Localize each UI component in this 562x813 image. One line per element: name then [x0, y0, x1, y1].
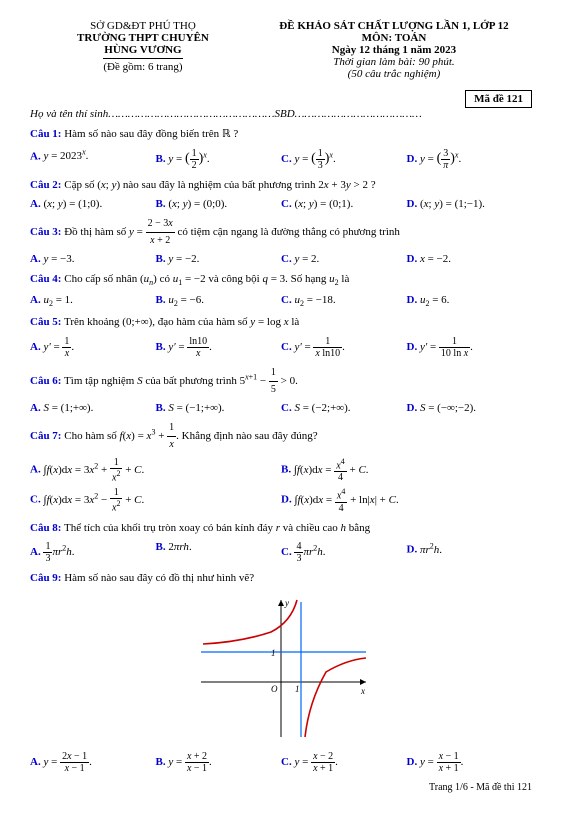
q6a: S = (1;+∞). [43, 402, 93, 414]
q1a: y = 2023x. [43, 150, 88, 162]
q5d: y' = 110 ln x. [420, 341, 473, 353]
q4d: u2 = 6. [420, 294, 449, 306]
q1: Câu 1: Hàm số nào sau đây đồng biến trên… [30, 126, 532, 144]
q2-label: Câu 2: [30, 179, 61, 191]
org1: SỞ GD&ĐT PHÚ THỌ [30, 20, 256, 32]
q8b: 2πrh. [168, 541, 191, 553]
q8-label: Câu 8: [30, 522, 61, 534]
q8a: 13πr2h. [43, 546, 74, 558]
q3b: y = −2. [168, 253, 199, 265]
q6: Câu 6: Tìm tập nghiệm S của bất phương t… [30, 365, 532, 398]
duration: Thời gian làm bài: 90 phút. [256, 56, 532, 68]
q9-text: Hàm số nào sau đây có đồ thị như hình vẽ… [64, 572, 254, 584]
q1-label: Câu 1: [30, 128, 61, 140]
note-left: (Đề gồm: 6 trang) [30, 61, 256, 73]
svg-text:1: 1 [271, 648, 276, 658]
q1b: y = (12)x. [168, 153, 209, 165]
q7b: ∫f(x)dx = x44 + C. [294, 464, 369, 476]
org3: HÙNG VƯƠNG [30, 44, 256, 56]
q7a: ∫f(x)dx = 3x2 + 1x2 + C. [43, 464, 144, 476]
q5a: y' = 1x. [43, 341, 74, 353]
q2c: (x; y) = (0;1). [294, 198, 353, 210]
svg-text:y: y [284, 598, 289, 608]
svg-text:O: O [271, 684, 278, 694]
q5c: y' = 1x ln10. [294, 341, 344, 353]
decor-line-left [103, 58, 183, 59]
q3-text: Đồ thị hàm số y = 2 − 3xx + 2 có tiệm cậ… [64, 226, 400, 238]
q1-choices: A. y = 2023x. B. y = (12)x. C. y = (13)x… [30, 146, 532, 173]
q9b: y = x + 2x − 1. [168, 756, 211, 768]
q3-label: Câu 3: [30, 226, 61, 238]
q6-choices: A. S = (1;+∞). B. S = (−1;+∞). C. S = (−… [30, 400, 532, 416]
q3a: y = −3. [43, 253, 74, 265]
q4-text: Cho cấp số nhân (un) có u1 = −2 và công … [64, 273, 349, 285]
q6-label: Câu 6: [30, 375, 61, 387]
q5: Câu 5: Trên khoảng (0;+∞), đạo hàm của h… [30, 314, 532, 332]
q7-choices: A. ∫f(x)dx = 3x2 + 1x2 + C. B. ∫f(x)dx =… [30, 455, 532, 516]
q9-graph-wrap: 1 O 1 x y [30, 592, 532, 745]
q2: Câu 2: Cặp số (x; y) nào sau đây là nghi… [30, 177, 532, 195]
q7: Câu 7: Cho hàm số f(x) = x3 + 1x. Khẳng … [30, 420, 532, 453]
q7-label: Câu 7: [30, 430, 61, 442]
q4-label: Câu 4: [30, 273, 61, 285]
q5-text: Trên khoảng (0;+∞), đạo hàm của hàm số y… [64, 316, 299, 328]
q9a: y = 2x − 1x − 1. [43, 756, 91, 768]
q6b: S = (−1;+∞). [168, 402, 224, 414]
q9: Câu 9: Hàm số nào sau đây có đồ thị như … [30, 570, 532, 588]
q2b: (x; y) = (0;0). [168, 198, 227, 210]
q8-choices: A. 13πr2h. B. 2πrh. C. 43πr2h. D. πr2h. [30, 539, 532, 566]
svg-text:x: x [360, 686, 365, 696]
q8c: 43πr2h. [294, 546, 325, 558]
subject: MÔN: TOÁN [256, 32, 532, 44]
q1c: y = (13)x. [294, 153, 335, 165]
q3c: y = 2. [294, 253, 319, 265]
q4-choices: A. u2 = 1. B. u2 = −6. C. u2 = −18. D. u… [30, 292, 532, 310]
q4b: u2 = −6. [168, 294, 204, 306]
header-block: SỞ GD&ĐT PHÚ THỌ TRƯỜNG THPT CHUYÊN HÙNG… [30, 20, 532, 80]
org2: TRƯỜNG THPT CHUYÊN [30, 32, 256, 44]
date: Ngày 12 tháng 1 năm 2023 [256, 44, 532, 56]
q2a: (x; y) = (1;0). [43, 198, 102, 210]
q5b: y' = ln10x. [168, 341, 212, 353]
q3-choices: A. y = −3. B. y = −2. C. y = 2. D. x = −… [30, 251, 532, 267]
q7c: ∫f(x)dx = 3x2 − 1x2 + C. [43, 494, 144, 506]
q9d: y = x − 1x + 1. [420, 756, 463, 768]
q9c: y = x − 2x + 1. [294, 756, 337, 768]
q8-text: Thể tích của khối trụ tròn xoay có bán k… [64, 522, 370, 534]
page-footer: Trang 1/6 - Mã đề thi 121 [30, 782, 532, 793]
q7d: ∫f(x)dx = x44 + ln|x| + C. [294, 494, 398, 506]
q3d: x = −2. [420, 253, 451, 265]
q6-text: Tìm tập nghiệm S của bất phương trình 5x… [64, 375, 298, 387]
q4a: u2 = 1. [43, 294, 72, 306]
q2-text: Cặp số (x; y) nào sau đây là nghiệm của … [64, 179, 375, 191]
q4: Câu 4: Cho cấp số nhân (un) có u1 = −2 v… [30, 271, 532, 290]
q3: Câu 3: Đồ thị hàm số y = 2 − 3xx + 2 có … [30, 216, 532, 249]
q8d: πr2h. [420, 544, 442, 556]
q9-choices: A. y = 2x − 1x − 1. B. y = x + 2x − 1. C… [30, 749, 532, 776]
q6d: S = (−∞;−2). [420, 402, 476, 414]
q6c: S = (−2;+∞). [294, 402, 350, 414]
name-line: Họ và tên thí sinh……………………………………………SBD……… [30, 108, 532, 120]
count: (50 câu trắc nghiệm) [256, 68, 532, 80]
q9-label: Câu 9: [30, 572, 61, 584]
svg-text:1: 1 [295, 684, 300, 694]
q9-graph: 1 O 1 x y [191, 592, 371, 742]
q5-label: Câu 5: [30, 316, 61, 328]
header-left: SỞ GD&ĐT PHÚ THỌ TRƯỜNG THPT CHUYÊN HÙNG… [30, 20, 256, 80]
q1d: y = (3π)x. [420, 153, 461, 165]
header-right: ĐỀ KHẢO SÁT CHẤT LƯỢNG LẦN 1, LỚP 12 MÔN… [256, 20, 532, 80]
q2d: (x; y) = (1;−1). [420, 198, 485, 210]
q7-text: Cho hàm số f(x) = x3 + 1x. Khẳng định nà… [64, 430, 317, 442]
q5-choices: A. y' = 1x. B. y' = ln10x. C. y' = 1x ln… [30, 334, 532, 361]
q1-text: Hàm số nào sau đây đồng biến trên ℝ ? [64, 128, 238, 140]
q2-choices: A. (x; y) = (1;0). B. (x; y) = (0;0). C.… [30, 196, 532, 212]
q8: Câu 8: Thể tích của khối trụ tròn xoay c… [30, 520, 532, 538]
q4c: u2 = −18. [294, 294, 335, 306]
exam-title: ĐỀ KHẢO SÁT CHẤT LƯỢNG LẦN 1, LỚP 12 [256, 20, 532, 32]
exam-code-box: Mã đề 121 [465, 90, 532, 108]
